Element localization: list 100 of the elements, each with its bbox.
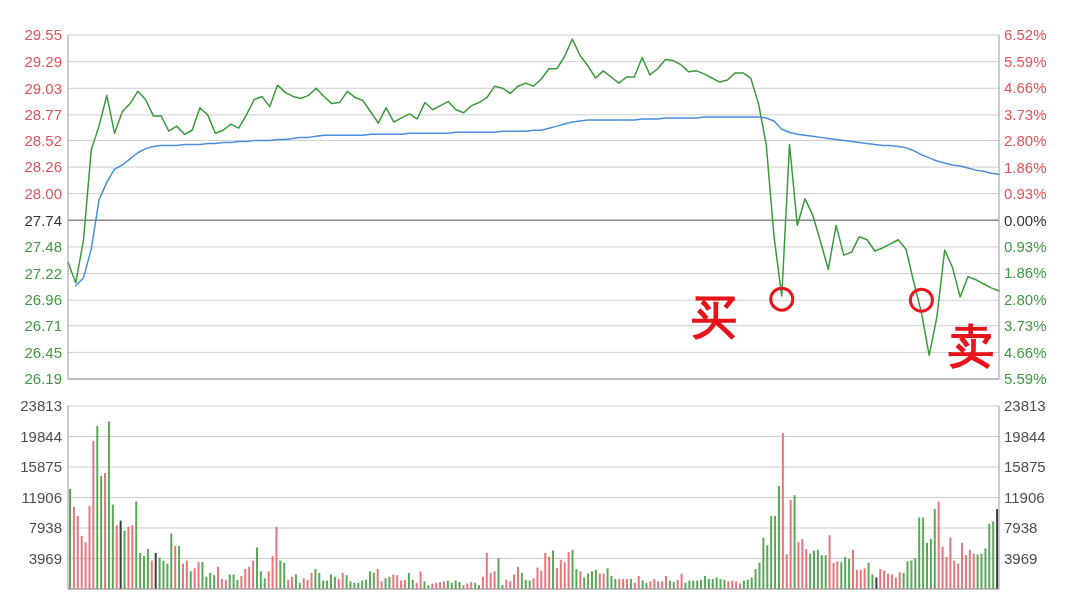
y-tick-label: 26.71 (24, 317, 62, 335)
bar (263, 578, 266, 589)
bar (380, 581, 383, 589)
bar (497, 558, 500, 589)
y-tick-label: 29.03 (24, 79, 62, 97)
bar (789, 499, 792, 589)
bar (863, 568, 866, 589)
bar (587, 573, 590, 589)
y-tick-label: 26.19 (24, 370, 62, 388)
bar (213, 575, 216, 589)
bar (92, 440, 95, 589)
bar (407, 572, 410, 589)
bar (143, 555, 146, 589)
bar (88, 506, 91, 589)
bar (906, 561, 909, 589)
y2-tick-label: 11906 (1004, 488, 1045, 506)
y-tick-label: 26.96 (24, 291, 62, 309)
bar (396, 575, 399, 589)
bar (131, 525, 134, 589)
y-tick-label: 19844 (20, 427, 62, 445)
bar (925, 542, 928, 589)
bar (910, 560, 913, 589)
bar (680, 573, 683, 589)
bar (637, 575, 640, 589)
bar (855, 569, 858, 589)
bar (376, 569, 379, 589)
y-tick-label: 28.00 (24, 185, 62, 203)
bar (824, 555, 827, 589)
bar (735, 581, 738, 589)
y-tick-label: 29.29 (24, 52, 62, 70)
bar (555, 568, 558, 589)
bar (283, 562, 286, 589)
bar (571, 549, 574, 589)
bar (240, 575, 243, 589)
bar (345, 575, 348, 589)
bar (992, 521, 995, 589)
bar (840, 562, 843, 589)
y2-tick-label: 6.52% (1004, 26, 1047, 44)
bar (69, 489, 71, 589)
bar (766, 545, 769, 589)
bar (516, 566, 519, 589)
y-tick-label: 3969 (28, 549, 62, 567)
y2-tick-label: 4.66% (1004, 79, 1047, 97)
bar (883, 570, 886, 589)
bar (887, 573, 890, 589)
bar (758, 562, 761, 589)
bar (540, 570, 543, 589)
bar (614, 579, 617, 589)
y-tick-label: 28.77 (24, 106, 62, 124)
bar (559, 559, 562, 589)
bar (536, 567, 539, 589)
bar (419, 571, 422, 589)
bar (879, 569, 882, 589)
y2-tick-label: 0.00% (1004, 211, 1047, 229)
bar (602, 573, 605, 589)
bar (509, 581, 512, 589)
bar (770, 515, 773, 589)
bar (774, 515, 777, 589)
bar (197, 562, 200, 589)
bar (174, 545, 177, 589)
y2-tick-label: 3.73% (1004, 105, 1047, 123)
bar (844, 556, 847, 589)
bar (890, 574, 893, 589)
bar (875, 577, 878, 589)
bar (107, 421, 110, 589)
y-tick-label: 7938 (28, 519, 62, 537)
annotation: 卖 (948, 319, 995, 374)
y2-tick-label: 23813 (1004, 397, 1046, 415)
bar (579, 571, 582, 589)
bar (618, 579, 621, 589)
bar (820, 555, 823, 589)
bar (267, 571, 270, 589)
y2-tick-label: 5.59% (1004, 52, 1047, 70)
bar (988, 523, 991, 589)
bar (929, 539, 932, 589)
bar (181, 563, 184, 589)
bar (914, 558, 917, 589)
bar (135, 501, 138, 589)
bar (567, 552, 570, 589)
bar (972, 553, 975, 589)
bar (166, 563, 169, 589)
bar (185, 560, 188, 589)
bar (941, 546, 944, 589)
bar (898, 572, 901, 589)
bar (719, 579, 722, 589)
bar (489, 572, 492, 589)
bar (384, 578, 387, 589)
bar (797, 542, 800, 589)
bar (922, 517, 925, 589)
y2-tick-label: 4.66% (1004, 343, 1047, 361)
bar (544, 552, 547, 589)
y2-tick-label: 0.93% (1004, 185, 1047, 203)
bar (520, 572, 523, 589)
bar (104, 472, 107, 589)
bar (750, 577, 753, 589)
bar (583, 577, 586, 589)
bar (801, 539, 804, 589)
y-tick-label: 11906 (21, 488, 62, 506)
bar (123, 530, 126, 589)
bar (493, 571, 496, 589)
